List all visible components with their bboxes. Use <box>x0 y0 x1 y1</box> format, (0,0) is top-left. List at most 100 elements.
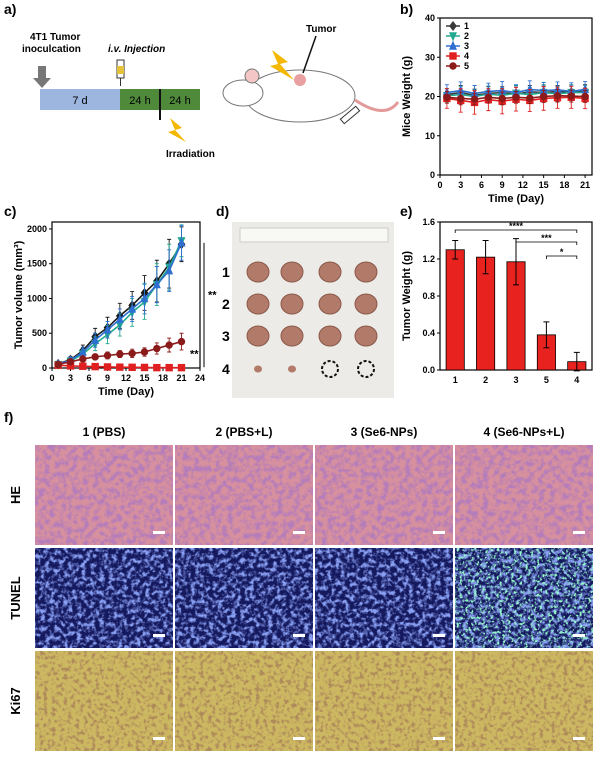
scale-bar <box>293 737 305 740</box>
micrograph-texture <box>455 548 593 648</box>
significance-label: **** <box>509 221 524 231</box>
inoculation-text: 4T1 Tumor <box>30 32 80 43</box>
tumor <box>319 262 341 282</box>
tumor <box>355 294 377 314</box>
tumor <box>247 326 269 346</box>
x-tick-label: 1 <box>453 375 458 385</box>
x-tick-label: 24 <box>195 373 205 383</box>
legend-marker <box>450 22 456 30</box>
significance-label: *** <box>541 233 552 243</box>
column-header: 4 (Se6-NPs+L) <box>483 425 564 439</box>
y-tick-label: 1.2 <box>422 254 435 264</box>
x-tick-label: 18 <box>559 180 569 190</box>
marker <box>154 364 160 370</box>
panel-label: b) <box>400 1 413 17</box>
y-tick-label: 40 <box>425 13 435 23</box>
row-label: 1 <box>222 264 230 280</box>
marker <box>129 364 135 370</box>
x-tick-label: 0 <box>437 180 442 190</box>
scale-bar <box>433 634 445 637</box>
scale-bar <box>573 634 585 637</box>
y-axis-title: Tumor volume (mm³) <box>13 240 25 349</box>
phase-text: 7 d <box>72 95 87 107</box>
x-axis-title: Time (Day) <box>488 193 544 205</box>
marker <box>92 354 98 360</box>
x-tick-label: 12 <box>518 180 528 190</box>
tumor <box>288 366 296 373</box>
marker <box>104 364 110 370</box>
x-axis-title: Time (Day) <box>98 386 154 398</box>
row-label: 3 <box>222 328 230 344</box>
marker <box>166 364 172 370</box>
tumor-mark <box>294 74 306 86</box>
micrograph-texture <box>315 548 453 648</box>
marker <box>485 94 491 100</box>
ruler <box>240 228 388 242</box>
scale-bar <box>153 531 165 534</box>
tumor <box>319 326 341 346</box>
tumor <box>247 294 269 314</box>
legend-label: 1 <box>464 21 469 31</box>
marker <box>104 352 110 358</box>
x-tick-label: 21 <box>580 180 590 190</box>
histology: f) 1 (PBS)2 (PBS+L)3 (Se6-NPs)4 (Se6-NPs… <box>4 409 593 751</box>
injection-text: i.v. Injection <box>108 44 165 55</box>
scale-bar <box>573 737 585 740</box>
phase-text: 24 h <box>169 95 190 107</box>
y-tick-label: 2000 <box>27 224 47 234</box>
marker <box>540 93 546 99</box>
marker <box>117 351 123 357</box>
column-header: 3 (Se6-NPs) <box>351 425 418 439</box>
schematic: a) 4T1 Tumor inoculcation i.v. Injection… <box>4 1 398 160</box>
lightning <box>168 118 186 142</box>
y-tick-label: 10 <box>425 131 435 141</box>
inoculation-text: inoculcation <box>22 44 81 55</box>
y-tick-label: 0.8 <box>422 291 435 301</box>
y-axis-title: Mice Weight (g) <box>401 56 413 137</box>
marker <box>154 345 160 351</box>
scale-bar <box>433 531 445 534</box>
column-header: 1 (PBS) <box>83 425 126 439</box>
x-tick-label: 9 <box>105 373 110 383</box>
marker <box>141 364 147 370</box>
y-tick-label: 0.4 <box>422 328 435 338</box>
mouse-tail <box>355 100 398 111</box>
tumor <box>254 366 262 373</box>
mouse-head <box>223 80 263 106</box>
x-tick-label: 6 <box>479 180 484 190</box>
x-tick-label: 2 <box>483 375 488 385</box>
legend-label: 4 <box>464 51 469 61</box>
x-tick-label: 3 <box>458 180 463 190</box>
micrograph-texture <box>35 651 173 751</box>
y-axis-title: Tumor Weight (g) <box>401 251 413 341</box>
tumor <box>355 326 377 346</box>
marker <box>458 95 464 101</box>
scale-bar <box>293 531 305 534</box>
y-tick-label: 30 <box>425 52 435 62</box>
plot-frame <box>52 222 200 368</box>
bar <box>446 250 464 370</box>
series-line <box>58 241 181 365</box>
marker <box>141 349 147 355</box>
legend-marker <box>450 63 456 69</box>
x-tick-label: 6 <box>86 373 91 383</box>
column-header: 2 (PBS+L) <box>215 425 272 439</box>
marker <box>582 93 588 99</box>
tumor <box>281 294 303 314</box>
micrograph-texture <box>175 445 313 545</box>
marker <box>67 359 73 365</box>
micrograph-texture <box>175 548 313 648</box>
marker <box>513 94 519 100</box>
micrograph-texture <box>315 651 453 751</box>
x-tick-label: 12 <box>121 373 131 383</box>
y-tick-label: 1500 <box>27 259 47 269</box>
y-tick-label: 0 <box>42 363 47 373</box>
marker <box>129 350 135 356</box>
x-tick-label: 3 <box>68 373 73 383</box>
x-tick-label: 15 <box>539 180 549 190</box>
tumor <box>281 262 303 282</box>
marker <box>444 94 450 100</box>
irradiation-text: Irradiation <box>166 149 215 160</box>
y-tick-label: 1.6 <box>422 217 435 227</box>
